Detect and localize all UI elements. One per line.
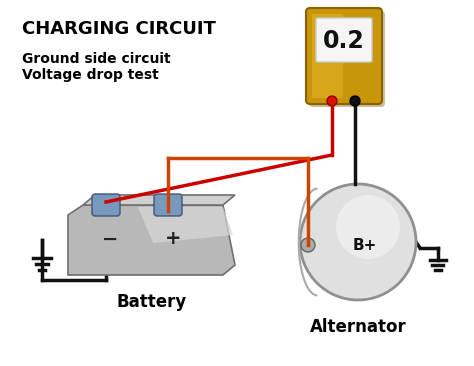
Text: CHARGING CIRCUIT: CHARGING CIRCUIT <box>22 20 216 38</box>
Circle shape <box>336 195 400 259</box>
Text: Voltage drop test: Voltage drop test <box>22 68 159 82</box>
Text: 0.2: 0.2 <box>323 29 365 53</box>
FancyBboxPatch shape <box>312 14 343 98</box>
Polygon shape <box>138 207 233 243</box>
Circle shape <box>300 184 416 300</box>
FancyBboxPatch shape <box>309 11 385 107</box>
Text: Alternator: Alternator <box>310 318 406 336</box>
Circle shape <box>350 96 360 106</box>
Text: +: + <box>165 229 181 249</box>
Text: −: − <box>102 229 118 249</box>
FancyBboxPatch shape <box>92 194 120 216</box>
Polygon shape <box>83 195 235 205</box>
FancyBboxPatch shape <box>306 8 382 104</box>
Circle shape <box>301 238 315 252</box>
Text: Battery: Battery <box>117 293 187 311</box>
FancyBboxPatch shape <box>316 18 372 62</box>
Circle shape <box>327 96 337 106</box>
Polygon shape <box>68 205 235 275</box>
FancyBboxPatch shape <box>154 194 182 216</box>
Text: Ground side circuit: Ground side circuit <box>22 52 171 66</box>
Text: B+: B+ <box>353 238 377 253</box>
